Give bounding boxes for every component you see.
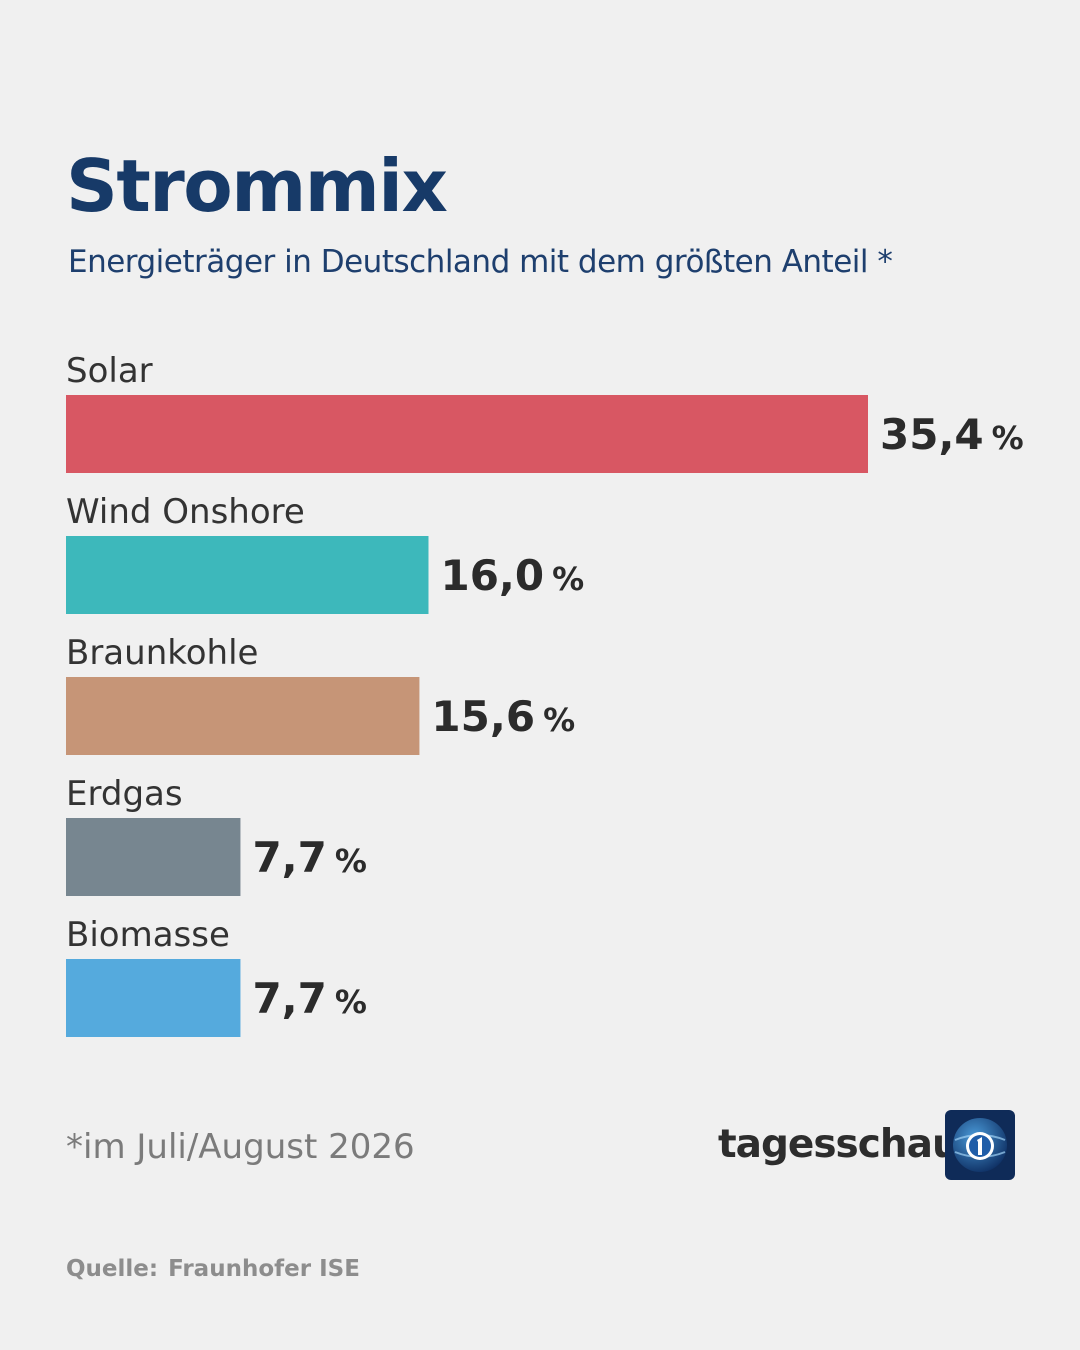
bar [66, 536, 429, 614]
value-label: 35,4% [880, 410, 1024, 459]
value-label: 15,6% [431, 692, 575, 741]
bar [66, 395, 868, 473]
value-unit: % [552, 560, 584, 598]
chart-subtitle: Energieträger in Deutschland mit dem grö… [68, 244, 893, 280]
value-label: 7,7% [252, 974, 366, 1023]
brand-wordmark: tagesschau [718, 1122, 960, 1167]
category-label: Solar [66, 351, 153, 391]
ard-logo-icon [945, 1110, 1015, 1180]
bar [66, 818, 241, 896]
category-label: Erdgas [66, 774, 183, 814]
bar [66, 959, 241, 1037]
value-unit: % [335, 842, 367, 880]
category-label: Biomasse [66, 915, 230, 955]
bar [66, 677, 420, 755]
value-number: 7,7 [252, 974, 326, 1023]
footnote: *im Juli/August 2026 [66, 1127, 415, 1167]
value-number: 35,4 [880, 410, 984, 459]
category-label: Wind Onshore [66, 492, 305, 532]
value-number: 16,0 [440, 551, 544, 600]
source-label: Quelle: [66, 1256, 159, 1282]
chart-title: Strommix [66, 144, 448, 228]
value-number: 15,6 [431, 692, 535, 741]
source-line: Quelle: Fraunhofer ISE [66, 1256, 370, 1284]
category-label: Braunkohle [66, 633, 258, 673]
value-number: 7,7 [252, 833, 326, 882]
value-unit: % [335, 983, 367, 1021]
value-label: 7,7% [252, 833, 366, 882]
value-unit: % [543, 701, 575, 739]
value-label: 16,0% [440, 551, 584, 600]
source-value: Fraunhofer ISE [168, 1256, 360, 1282]
value-unit: % [992, 419, 1024, 457]
